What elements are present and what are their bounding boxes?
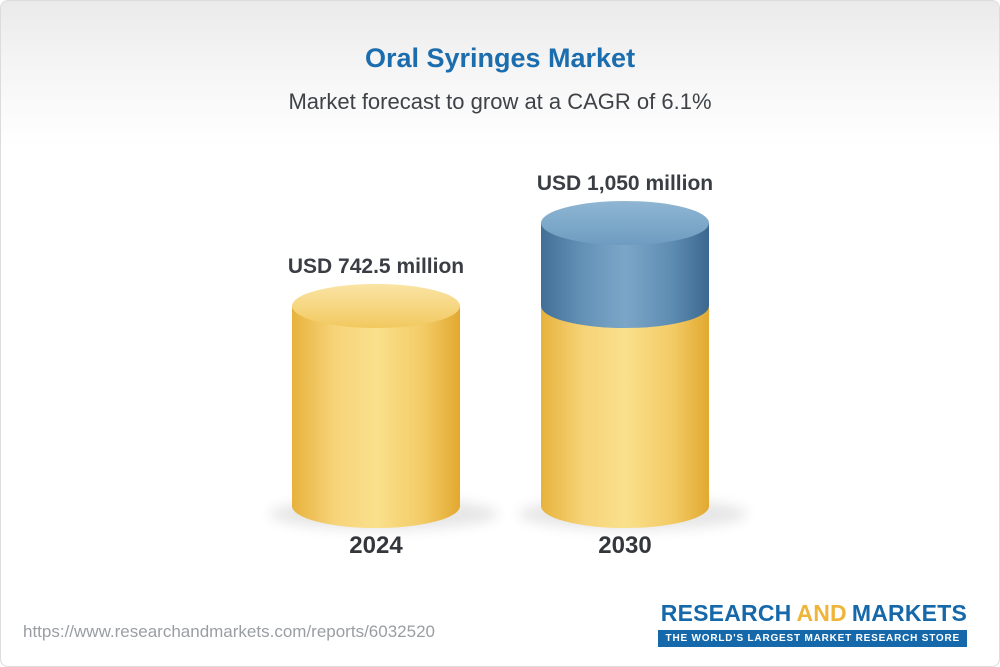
logo-wordmark: RESEARCH AND MARKETS [658,600,967,627]
cylinder-2030 [519,201,747,530]
logo-word-markets: MARKETS [851,600,967,626]
logo-word-and: AND [796,600,847,626]
chart-subtitle: Market forecast to grow at a CAGR of 6.1… [288,89,712,114]
logo-tagline: THE WORLD'S LARGEST MARKET RESEARCH STOR… [657,630,967,647]
value-label-2024: USD 742.5 million [287,255,465,278]
logo-word-research: RESEARCH [660,600,792,626]
category-label-2024: 2024 [349,532,403,559]
category-label-2030: 2030 [598,532,652,559]
chart-title: Oral Syringes Market [364,43,636,73]
value-label-2030: USD 1,050 million [536,172,714,195]
cylinder-2024 [270,284,498,530]
researchandmarkets-logo: RESEARCH AND MARKETS THE WORLD'S LARGEST M… [657,600,967,647]
report-url-link[interactable]: https://www.researchandmarkets.com/repor… [23,622,435,641]
